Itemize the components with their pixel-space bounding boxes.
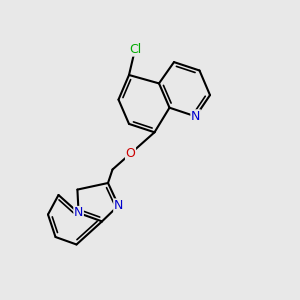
Text: O: O: [126, 147, 135, 160]
Text: N: N: [74, 206, 83, 220]
Text: N: N: [191, 110, 200, 123]
Text: N: N: [114, 199, 123, 212]
Text: Cl: Cl: [129, 43, 141, 56]
